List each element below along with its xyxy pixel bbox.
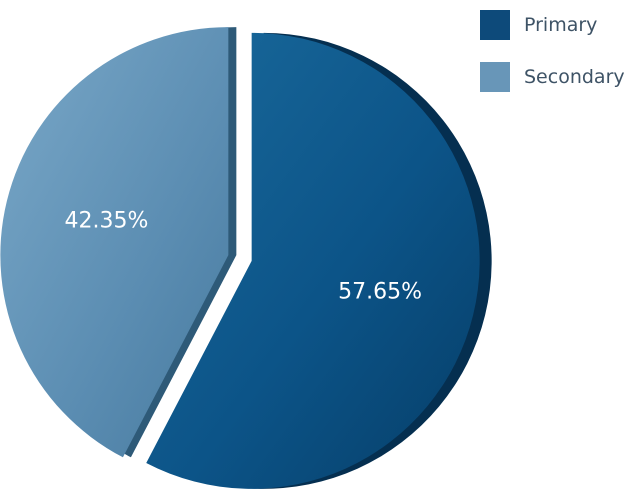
legend-label-primary: Primary (524, 14, 598, 36)
pie-slice-secondary (0, 27, 229, 458)
legend-swatch-secondary (480, 62, 510, 92)
slice-label-primary: 57.65% (338, 279, 422, 304)
legend-label-secondary: Secondary (524, 66, 625, 88)
legend-item-secondary: Secondary (480, 60, 625, 94)
slice-label-secondary: 42.35% (65, 208, 149, 233)
legend: Primary Secondary (480, 8, 625, 112)
pie-slice-primary (146, 32, 480, 489)
legend-swatch-primary (480, 10, 510, 40)
legend-item-primary: Primary (480, 8, 620, 42)
